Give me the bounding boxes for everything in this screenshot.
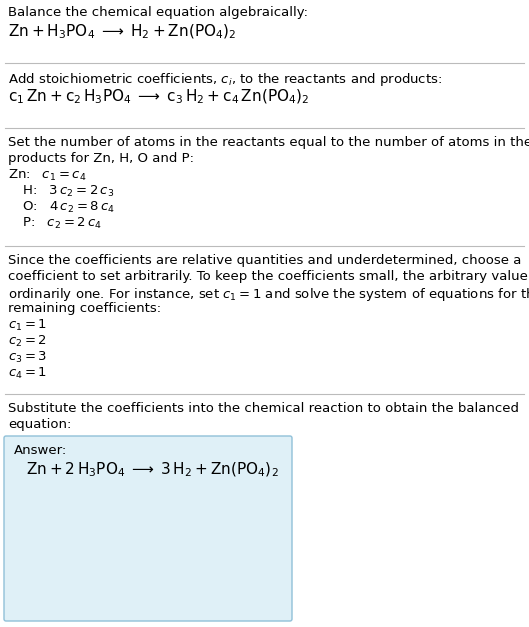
Text: $c_2 = 2$: $c_2 = 2$ [8, 334, 47, 349]
Text: Substitute the coefficients into the chemical reaction to obtain the balanced: Substitute the coefficients into the che… [8, 402, 519, 415]
Text: $\mathrm{Zn + 2\,H_3PO_4 \;\longrightarrow\; 3\,H_2 + Zn(PO_4)_2}$: $\mathrm{Zn + 2\,H_3PO_4 \;\longrightarr… [26, 461, 279, 480]
Text: equation:: equation: [8, 418, 71, 431]
Text: Set the number of atoms in the reactants equal to the number of atoms in the: Set the number of atoms in the reactants… [8, 136, 529, 149]
Text: $\mathrm{c_1\,Zn + c_2\,H_3PO_4 \;\longrightarrow\; c_3\,H_2 + c_4\,Zn(PO_4)_2}$: $\mathrm{c_1\,Zn + c_2\,H_3PO_4 \;\longr… [8, 88, 309, 107]
Text: coefficient to set arbitrarily. To keep the coefficients small, the arbitrary va: coefficient to set arbitrarily. To keep … [8, 270, 529, 283]
Text: Add stoichiometric coefficients, $c_i$, to the reactants and products:: Add stoichiometric coefficients, $c_i$, … [8, 71, 442, 88]
Text: $c_3 = 3$: $c_3 = 3$ [8, 350, 47, 365]
Text: products for Zn, H, O and P:: products for Zn, H, O and P: [8, 152, 194, 165]
Text: remaining coefficients:: remaining coefficients: [8, 302, 161, 315]
Text: $\mathrm{Zn + H_3PO_4 \;\longrightarrow\; H_2 + Zn(PO_4)_2}$: $\mathrm{Zn + H_3PO_4 \;\longrightarrow\… [8, 23, 236, 41]
FancyBboxPatch shape [4, 436, 292, 621]
Text: Since the coefficients are relative quantities and underdetermined, choose a: Since the coefficients are relative quan… [8, 254, 522, 267]
Text: $\mathrm{P}$:  $\;c_2 = 2\,c_4$: $\mathrm{P}$: $\;c_2 = 2\,c_4$ [14, 216, 102, 231]
Text: $\mathrm{H}$:  $\;3\,c_2 = 2\,c_3$: $\mathrm{H}$: $\;3\,c_2 = 2\,c_3$ [14, 184, 114, 199]
Text: $\mathrm{Zn}$:  $\;c_1 = c_4$: $\mathrm{Zn}$: $\;c_1 = c_4$ [8, 168, 86, 183]
Text: ordinarily one. For instance, set $c_1 = 1$ and solve the system of equations fo: ordinarily one. For instance, set $c_1 =… [8, 286, 529, 303]
Text: $c_1 = 1$: $c_1 = 1$ [8, 318, 47, 333]
Text: Answer:: Answer: [14, 444, 67, 457]
Text: $c_4 = 1$: $c_4 = 1$ [8, 366, 47, 381]
Text: Balance the chemical equation algebraically:: Balance the chemical equation algebraica… [8, 6, 308, 19]
Text: $\mathrm{O}$:  $\;4\,c_2 = 8\,c_4$: $\mathrm{O}$: $\;4\,c_2 = 8\,c_4$ [14, 200, 115, 215]
